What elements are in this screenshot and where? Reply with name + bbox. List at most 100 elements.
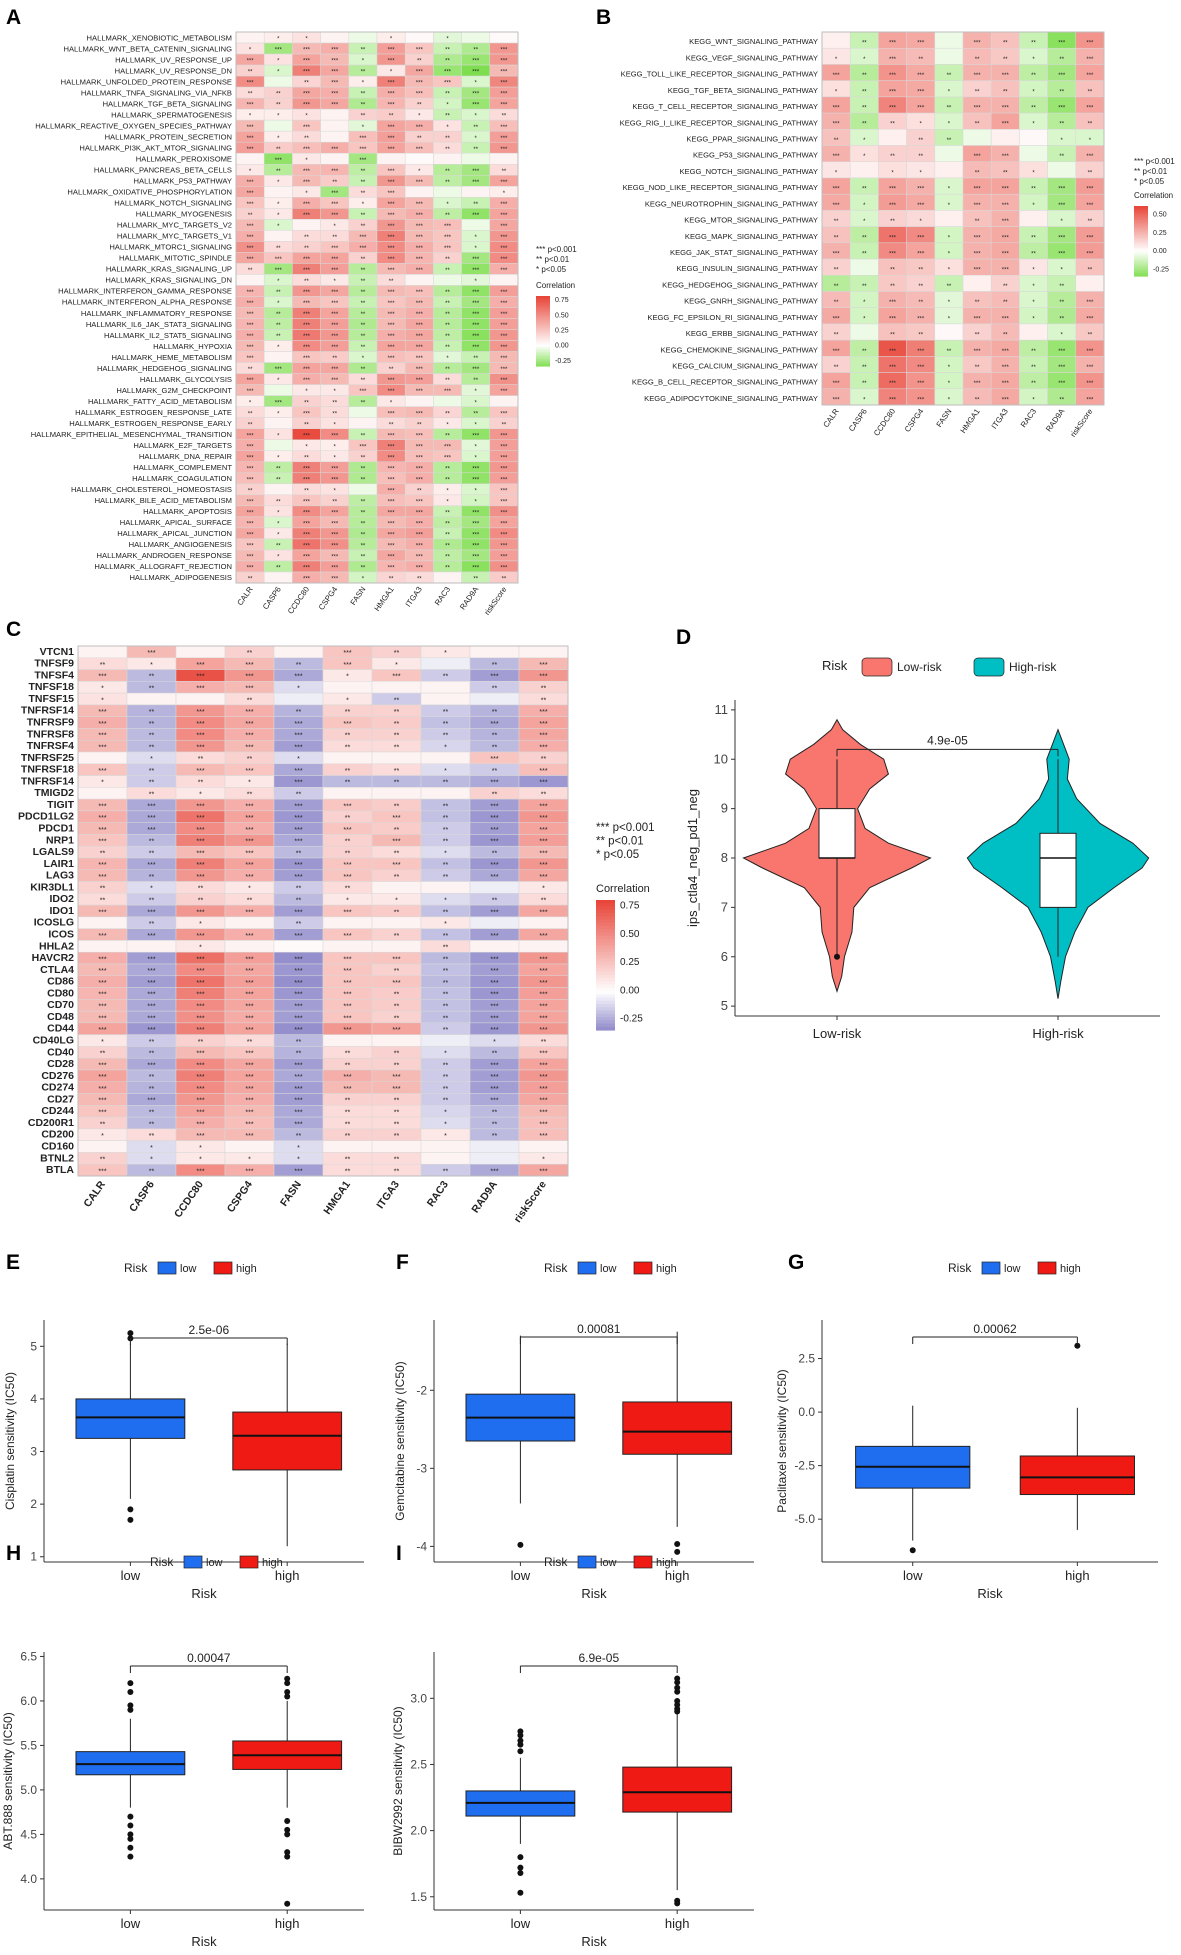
significance-mark: *** [539,839,547,846]
colorbar-segment [1134,242,1148,246]
significance-mark: *** [331,521,339,527]
x-axis-label: Risk [581,1586,607,1601]
significance-mark: *** [331,81,339,87]
significance-mark: *** [416,125,424,131]
significance-mark: *** [247,566,255,572]
row-label: HALLMARK_PEROXISOME [136,154,232,163]
significance-mark: *** [147,968,155,975]
y-axis-label: BIBW2992 sensitivity (IC50) [391,1706,405,1855]
significance-mark: ** [361,312,366,318]
significance-mark: *** [196,874,204,881]
significance-mark: *** [388,389,396,395]
y-axis-label: ABT.888 sensitivity (IC50) [1,1712,15,1849]
significance-mark: ** [345,1098,351,1105]
x-tick-label: low [903,1568,923,1583]
significance-mark: *** [196,1133,204,1140]
outlier-point [517,1748,524,1755]
significance-mark: *** [196,815,204,822]
significance-mark: ** [862,349,867,355]
significance-mark: *** [539,862,547,869]
legend-title: Risk [822,658,848,673]
significance-mark: ** [149,686,155,693]
row-label: TNFSF18 [28,681,74,693]
heatmap-cell [263,384,293,396]
significance-mark: *** [388,169,396,175]
significance-mark: ** [361,70,366,76]
significance-mark: ** [1059,316,1064,322]
outlier-point [674,1541,681,1548]
significance-mark: * [948,300,951,306]
significance-mark: *** [500,92,508,98]
significance-mark: * [948,397,951,403]
significance-mark: ** [918,154,923,160]
heatmap-cell [322,1034,373,1047]
significance-mark: ** [345,768,351,775]
colorbar-segment [536,332,550,336]
significance-mark: * [249,400,252,406]
legend-title: Risk [544,1555,568,1569]
significance-mark: ** [443,933,449,940]
significance-mark: * [948,365,951,371]
colorbar-segment [536,304,550,308]
heatmap-cell [126,692,177,706]
significance-mark: * [1032,89,1035,95]
significance-mark: ** [394,1133,400,1140]
significance-mark: ** [389,114,394,120]
significance-mark: *** [343,803,351,810]
significance-mark: ** [975,89,980,95]
significance-mark: *** [500,202,508,208]
column-label: HMGA1 [958,407,981,435]
significance-legend-item: ** p<0.01 [596,836,644,848]
significance-mark: ** [361,345,366,351]
row-label: HALLMARK_APICAL_JUNCTION [117,529,232,538]
legend-key-low [183,1555,203,1569]
significance-mark: *** [196,768,204,775]
significance-mark: *** [303,532,311,538]
significance-mark: *** [331,268,339,274]
significance-mark: *** [388,147,396,153]
significance-mark: *** [343,968,351,975]
significance-mark: *** [245,733,253,740]
column-label: ITGA3 [404,585,424,609]
colorbar-segment [536,308,550,311]
colorbar-segment [536,327,550,330]
significance-mark: *** [833,73,841,79]
significance-mark: ** [443,1098,449,1105]
significance-mark: *** [1086,397,1094,403]
significance-mark: * [475,422,478,428]
significance-mark: ** [296,850,302,857]
significance-mark: *** [500,59,508,65]
significance-mark: *** [917,381,925,387]
significance-mark: *** [472,169,480,175]
significance-mark: *** [245,956,253,963]
outlier-point [909,1547,916,1554]
row-label: CD244 [41,1105,74,1117]
outlier-point [284,1853,291,1860]
panel-label-a: A [6,6,21,29]
legend-title: Risk [150,1555,174,1569]
significance-mark: * [446,356,449,362]
significance-mark: *** [331,301,339,307]
outlier-point [674,1688,681,1695]
significance-mark: *** [294,956,302,963]
significance-mark: * [446,125,449,131]
outlier-point [834,953,840,960]
significance-mark: *** [294,1086,302,1093]
significance-mark: * [446,422,449,428]
significance-mark: *** [303,544,311,550]
significance-mark: ** [332,180,337,186]
significance-mark: ** [445,477,450,483]
heatmap-cell [849,323,879,341]
row-label: CD276 [41,1070,74,1082]
significance-mark: ** [304,246,309,252]
significance-mark: *** [974,154,982,160]
significance-mark: ** [276,147,281,153]
significance-mark: *** [833,381,841,387]
significance-mark: *** [1002,235,1010,241]
row-label: TNFSF15 [28,693,74,705]
significance-mark: ** [361,114,366,120]
significance-mark: *** [303,147,311,153]
significance-mark: *** [500,147,508,153]
significance-mark: *** [303,169,311,175]
significance-mark: *** [1058,187,1066,193]
